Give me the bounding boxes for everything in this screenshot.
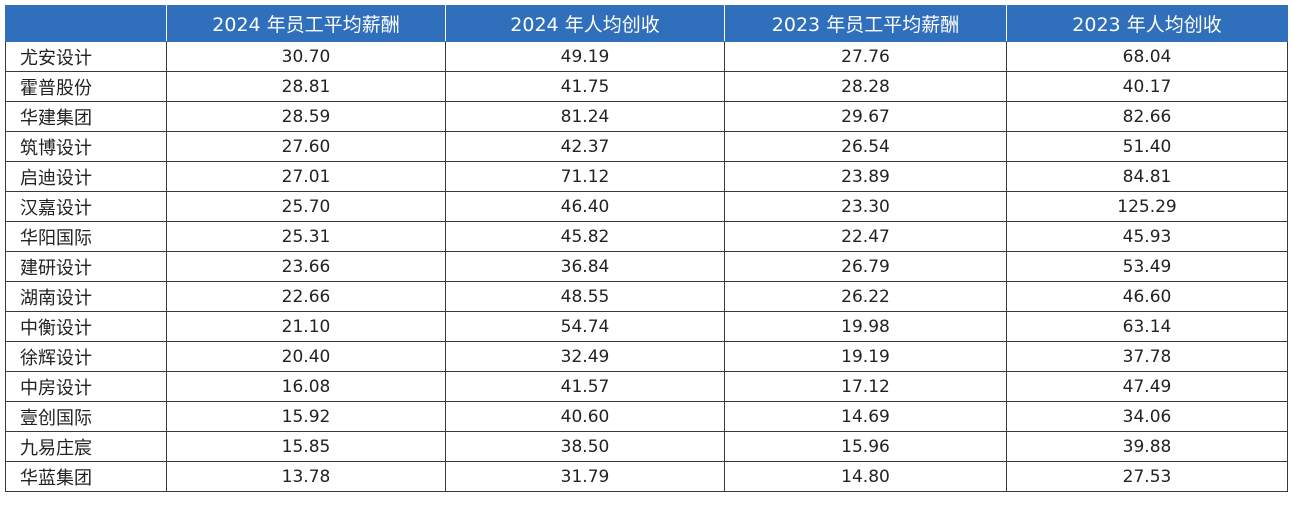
table-row: 尤安设计 30.70 49.19 27.76 68.04 [5,41,1288,72]
table-row: 中衡设计 21.10 54.74 19.98 63.14 [5,311,1288,342]
salary-2023-cell: 23.89 [724,161,1007,192]
revenue-2024-cell: 48.55 [445,281,725,312]
revenue-2024-cell: 54.74 [445,311,725,342]
salary-2024-cell: 27.01 [166,161,446,192]
table-row: 华阳国际 25.31 45.82 22.47 45.93 [5,221,1288,252]
company-name-cell: 汉嘉设计 [5,191,167,222]
revenue-2024-cell: 71.12 [445,161,725,192]
company-name-cell: 建研设计 [5,251,167,282]
salary-2024-cell: 16.08 [166,371,446,402]
table-body: 尤安设计 30.70 49.19 27.76 68.04 霍普股份 28.81 41.75 28… [5,41,1288,492]
salary-2024-cell: 28.59 [166,101,446,132]
header-2023-revenue-per-capita: 2023 年人均创收 [1006,5,1288,42]
company-name-cell: 华蓝集团 [5,461,167,492]
company-name-cell: 中衡设计 [5,311,167,342]
table-row: 建研设计 23.66 36.84 26.79 53.49 [5,251,1288,282]
company-name-cell: 筑博设计 [5,131,167,162]
table-row: 壹创国际 15.92 40.60 14.69 34.06 [5,401,1288,432]
salary-2024-cell: 22.66 [166,281,446,312]
revenue-2023-cell: 46.60 [1006,281,1288,312]
table-row: 徐辉设计 20.40 32.49 19.19 37.78 [5,341,1288,372]
salary-2023-cell: 15.96 [724,431,1007,462]
revenue-2023-cell: 51.40 [1006,131,1288,162]
salary-2023-cell: 28.28 [724,71,1007,102]
company-name-cell: 华建集团 [5,101,167,132]
table-row: 筑博设计 27.60 42.37 26.54 51.40 [5,131,1288,162]
company-name-cell: 徐辉设计 [5,341,167,372]
header-2024-revenue-per-capita: 2024 年人均创收 [445,5,725,42]
header-2023-avg-salary: 2023 年员工平均薪酬 [724,5,1007,42]
revenue-2023-cell: 40.17 [1006,71,1288,102]
revenue-2023-cell: 125.29 [1006,191,1288,222]
revenue-2024-cell: 32.49 [445,341,725,372]
salary-2023-cell: 14.69 [724,401,1007,432]
revenue-2023-cell: 63.14 [1006,311,1288,342]
revenue-2024-cell: 36.84 [445,251,725,282]
salary-2024-cell: 15.92 [166,401,446,432]
company-name-cell: 启迪设计 [5,161,167,192]
revenue-2023-cell: 68.04 [1006,41,1288,72]
header-company [5,5,167,42]
company-name-cell: 尤安设计 [5,41,167,72]
salary-2023-cell: 17.12 [724,371,1007,402]
salary-2023-cell: 27.76 [724,41,1007,72]
revenue-2024-cell: 40.60 [445,401,725,432]
revenue-2023-cell: 37.78 [1006,341,1288,372]
revenue-2024-cell: 38.50 [445,431,725,462]
revenue-2023-cell: 34.06 [1006,401,1288,432]
salary-2023-cell: 29.67 [724,101,1007,132]
salary-2023-cell: 14.80 [724,461,1007,492]
revenue-2023-cell: 39.88 [1006,431,1288,462]
revenue-2024-cell: 45.82 [445,221,725,252]
revenue-2023-cell: 53.49 [1006,251,1288,282]
salary-2023-cell: 19.98 [724,311,1007,342]
salary-2024-cell: 23.66 [166,251,446,282]
revenue-2024-cell: 41.57 [445,371,725,402]
salary-2024-cell: 15.85 [166,431,446,462]
revenue-2024-cell: 42.37 [445,131,725,162]
company-name-cell: 华阳国际 [5,221,167,252]
revenue-2023-cell: 84.81 [1006,161,1288,192]
salary-2024-cell: 13.78 [166,461,446,492]
table-row: 中房设计 16.08 41.57 17.12 47.49 [5,371,1288,402]
salary-2023-cell: 22.47 [724,221,1007,252]
revenue-2023-cell: 27.53 [1006,461,1288,492]
revenue-2024-cell: 81.24 [445,101,725,132]
salary-2024-cell: 25.70 [166,191,446,222]
header-2024-avg-salary: 2024 年员工平均薪酬 [166,5,446,42]
table-row: 霍普股份 28.81 41.75 28.28 40.17 [5,71,1288,102]
company-name-cell: 壹创国际 [5,401,167,432]
salary-2024-cell: 30.70 [166,41,446,72]
table-row: 九易庄宸 15.85 38.50 15.96 39.88 [5,431,1288,462]
company-name-cell: 中房设计 [5,371,167,402]
company-name-cell: 九易庄宸 [5,431,167,462]
salary-2023-cell: 26.79 [724,251,1007,282]
salary-2024-cell: 25.31 [166,221,446,252]
salary-revenue-table-container: 2024 年员工平均薪酬 2024 年人均创收 2023 年员工平均薪酬 202… [5,5,1288,492]
salary-2024-cell: 21.10 [166,311,446,342]
salary-2024-cell: 28.81 [166,71,446,102]
table-row: 汉嘉设计 25.70 46.40 23.30 125.29 [5,191,1288,222]
salary-2023-cell: 19.19 [724,341,1007,372]
salary-2024-cell: 27.60 [166,131,446,162]
salary-2024-cell: 20.40 [166,341,446,372]
revenue-2023-cell: 45.93 [1006,221,1288,252]
table-row: 湖南设计 22.66 48.55 26.22 46.60 [5,281,1288,312]
salary-2023-cell: 26.22 [724,281,1007,312]
salary-2023-cell: 23.30 [724,191,1007,222]
table-header-row: 2024 年员工平均薪酬 2024 年人均创收 2023 年员工平均薪酬 202… [5,5,1288,42]
company-name-cell: 霍普股份 [5,71,167,102]
company-name-cell: 湖南设计 [5,281,167,312]
revenue-2024-cell: 41.75 [445,71,725,102]
salary-revenue-table: 2024 年员工平均薪酬 2024 年人均创收 2023 年员工平均薪酬 202… [5,5,1288,492]
table-row: 华蓝集团 13.78 31.79 14.80 27.53 [5,461,1288,492]
table-row: 华建集团 28.59 81.24 29.67 82.66 [5,101,1288,132]
revenue-2024-cell: 46.40 [445,191,725,222]
revenue-2024-cell: 49.19 [445,41,725,72]
table-row: 启迪设计 27.01 71.12 23.89 84.81 [5,161,1288,192]
revenue-2024-cell: 31.79 [445,461,725,492]
salary-2023-cell: 26.54 [724,131,1007,162]
revenue-2023-cell: 82.66 [1006,101,1288,132]
revenue-2023-cell: 47.49 [1006,371,1288,402]
